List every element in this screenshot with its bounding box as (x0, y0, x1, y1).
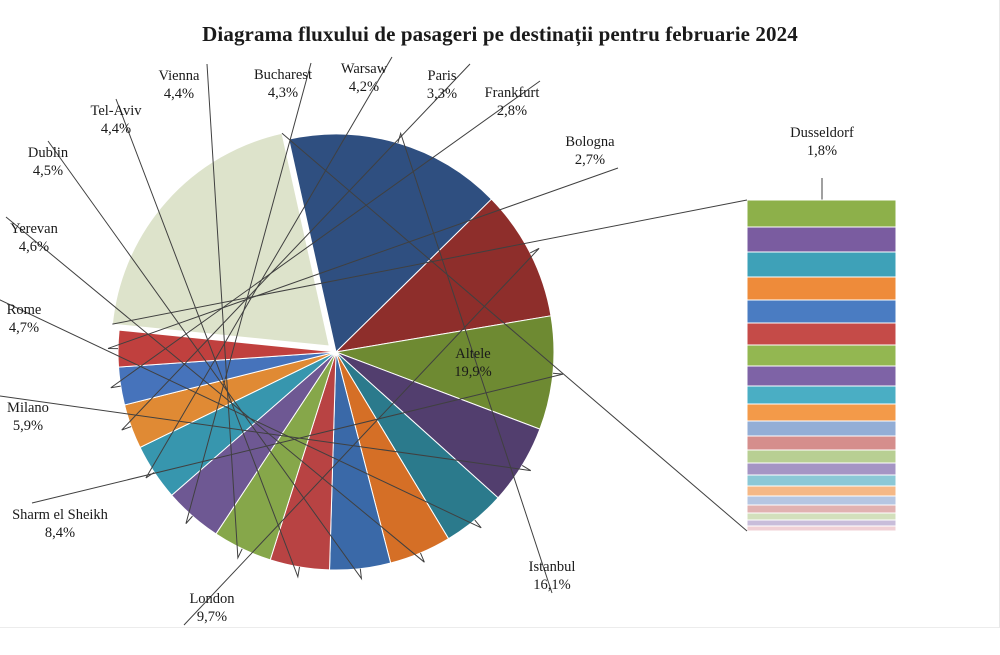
breakdown-segment (746, 226, 897, 253)
breakdown-segment (746, 322, 897, 346)
connector-bottom (281, 132, 748, 532)
label-warsaw: Warsaw 4,2% (341, 61, 388, 95)
slice-istanbul (288, 133, 493, 353)
leader-yerevan (5, 216, 425, 563)
connector-lines (112, 132, 748, 532)
breakdown-segment (746, 199, 897, 228)
leader-bologna (107, 167, 619, 350)
breakdown-segment (746, 474, 897, 487)
label-yerevan: Yerevan 4,6% (10, 221, 58, 255)
label-vienna: Vienna 4,4% (158, 68, 200, 102)
label-milano: Milano 5,9% (7, 400, 49, 434)
breakdown-segment (746, 403, 897, 422)
breakdown-segment (746, 449, 897, 464)
slice-bologna (117, 329, 337, 368)
breakdown-segment (746, 485, 897, 497)
leader-milano (0, 395, 531, 472)
leader-dublin (47, 140, 363, 581)
label-istanbul: Istanbul 16,1% (529, 559, 576, 593)
leader-tel-aviv (115, 98, 301, 579)
label-altele: Altele 19,9% (454, 346, 491, 380)
slice-labels: Altele 19,9% Istanbul 16,1% London 9,7% Sharm … (7, 61, 854, 625)
label-bologna: Bologna 2,7% (565, 134, 615, 168)
leader-lines (0, 56, 823, 626)
slice-london (334, 198, 552, 353)
label-bucharest: Bucharest 4,3% (254, 67, 312, 101)
connector-top (112, 199, 748, 325)
breakdown-segment (746, 512, 897, 521)
label-sharm-el-sheikh: Sharm el Sheikh 8,4% (12, 507, 109, 541)
leader-london (183, 247, 540, 626)
label-dublin: Dublin 4,5% (28, 145, 69, 179)
breakdown-segment (746, 420, 897, 437)
breakdown-segment (746, 495, 897, 506)
leader-bucharest (185, 62, 312, 524)
label-tel-aviv: Tel-Aviv 4,4% (90, 103, 142, 137)
breakdown-segment (746, 504, 897, 514)
leader-frankfurt (110, 80, 541, 389)
label-rome: Rome 4,7% (7, 302, 42, 336)
breakdown-segment (746, 435, 897, 451)
breakdown-segment (746, 519, 897, 527)
breakdown-segment (746, 385, 897, 405)
label-paris: Paris 3,3% (427, 68, 457, 102)
leader-warsaw (145, 56, 393, 479)
leader-istanbul (397, 131, 553, 594)
leader-rome (0, 299, 482, 529)
breakdown-segment (746, 299, 897, 324)
breakdown-bar (746, 199, 897, 532)
leader-vienna (206, 63, 243, 560)
breakdown-segment (746, 251, 897, 278)
breakdown-segment (746, 525, 897, 532)
breakdown-segment (746, 365, 897, 387)
leader-paris (121, 63, 471, 431)
chart-title: Diagrama fluxului de pasageri pe destina… (202, 22, 798, 46)
breakdown-segment (746, 462, 897, 476)
breakdown-segment (746, 344, 897, 367)
label-dusseldorf: Dusseldorf 1,8% (790, 125, 854, 159)
breakdown-segment (746, 276, 897, 301)
label-frankfurt: Frankfurt 2,8% (485, 85, 540, 119)
label-london: London 9,7% (189, 591, 235, 625)
